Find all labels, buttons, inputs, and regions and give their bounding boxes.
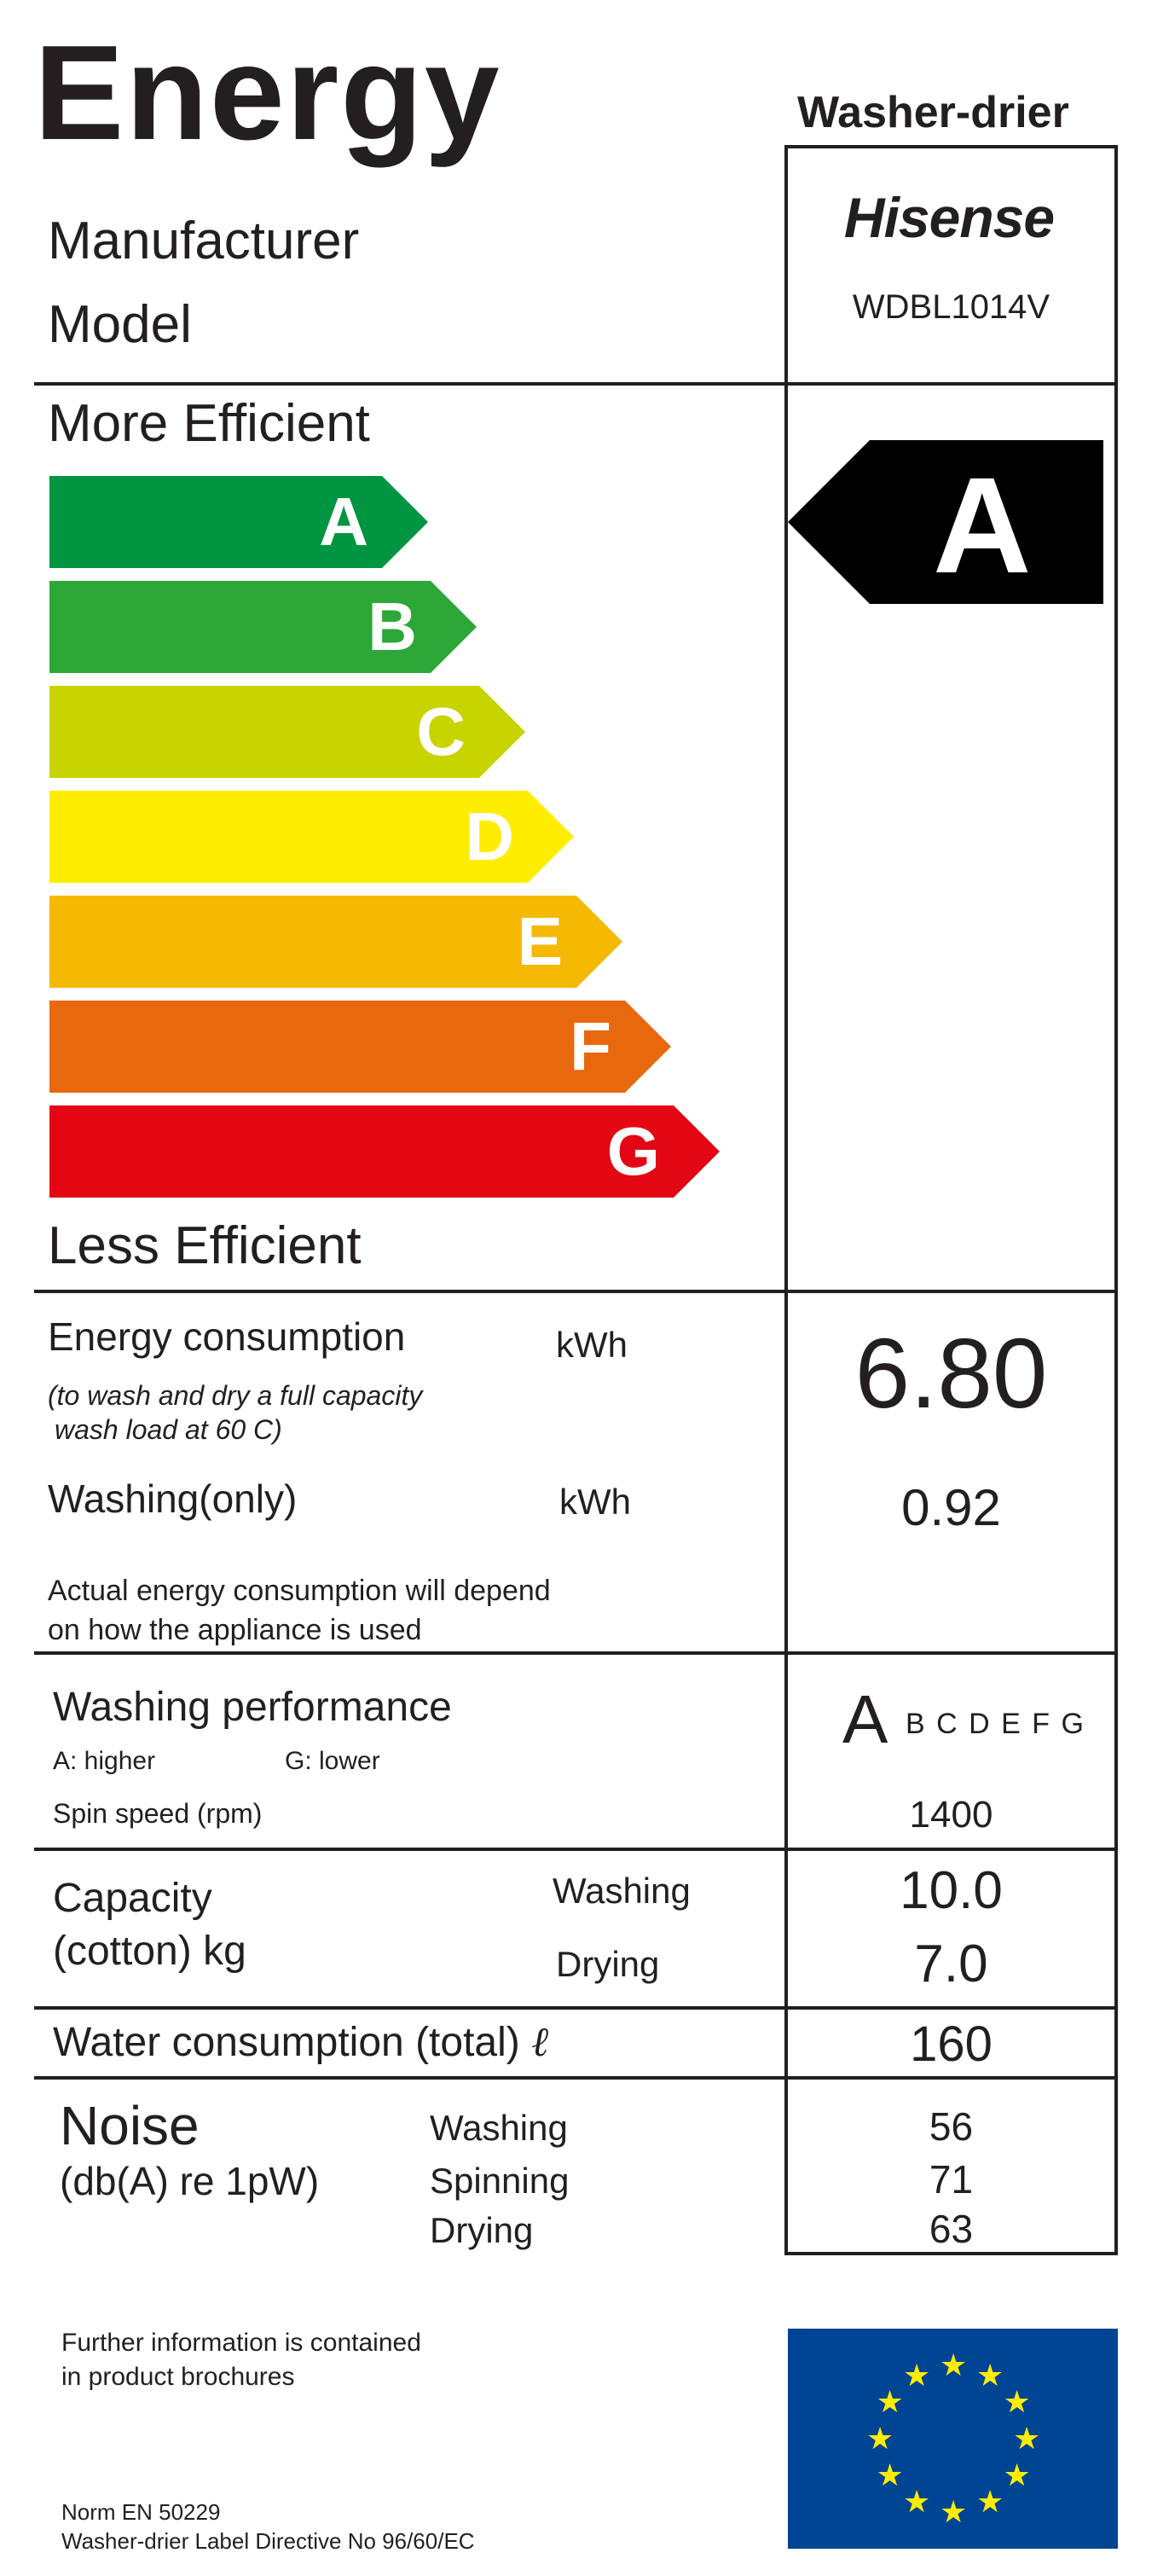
eu-star-icon: ★ <box>866 2421 894 2456</box>
divider-scale <box>34 1290 1118 1293</box>
right-column-bottom-border <box>784 2252 1118 2255</box>
eu-star-icon: ★ <box>976 2484 1004 2520</box>
capacity-label-line1: Capacity <box>53 1876 212 1921</box>
rating-arrow: A <box>788 440 1103 604</box>
noise-spinning-value: 71 <box>929 2157 974 2202</box>
efficiency-bar-e: E <box>49 896 622 988</box>
energy-note-line1: (to wash and dry a full capacity <box>48 1380 423 1411</box>
eu-star-icon: ★ <box>903 2484 931 2520</box>
capacity-washing-label: Washing <box>553 1871 691 1911</box>
appliance-type: Washer-drier <box>797 88 1069 137</box>
efficiency-bar-letter: C <box>416 693 466 769</box>
label-title: Energy <box>34 18 501 168</box>
efficiency-bar-letter: F <box>570 1008 611 1084</box>
divider-capacity <box>34 2006 1118 2010</box>
eu-star-icon: ★ <box>940 2347 968 2382</box>
eu-star-icon: ★ <box>1003 2384 1031 2419</box>
efficiency-bar-letter: G <box>606 1113 660 1189</box>
rating-letter: A <box>933 449 1032 601</box>
eu-star-icon: ★ <box>876 2384 904 2419</box>
eu-star-icon: ★ <box>976 2357 1004 2393</box>
more-efficient-label: More Efficient <box>48 394 370 453</box>
noise-spinning-label: Spinning <box>430 2161 570 2201</box>
water-value: 160 <box>910 2016 992 2072</box>
capacity-label-line2: (cotton) kg <box>53 1929 246 1974</box>
performance-higher: A: higher <box>53 1747 156 1775</box>
eu-star-icon: ★ <box>1013 2421 1041 2456</box>
right-column-right-border <box>1114 145 1118 2255</box>
efficiency-bar-letter: E <box>517 903 563 979</box>
footer-info-line1: Further information is contained <box>61 2329 421 2357</box>
manufacturer-label: Manufacturer <box>48 212 360 270</box>
efficiency-bar-letter: D <box>465 798 514 874</box>
water-label-text: Water consumption (total) <box>53 2020 520 2065</box>
efficiency-bar-letter: B <box>367 589 417 664</box>
eu-star-icon: ★ <box>876 2457 904 2492</box>
disclaimer-line2: on how the appliance is used <box>48 1614 422 1646</box>
noise-washing-value: 56 <box>929 2104 974 2149</box>
noise-drying-value: 63 <box>929 2207 974 2251</box>
spin-speed-value: 1400 <box>909 1794 993 1836</box>
efficiency-bar-c: C <box>49 686 525 778</box>
performance-label: Washing performance <box>53 1685 452 1730</box>
efficiency-bar-f: F <box>49 1001 671 1093</box>
noise-label: Noise <box>60 2095 200 2156</box>
eu-flag: ★ ★ ★ ★ ★ ★ ★ ★ ★ ★ ★ ★ <box>788 2329 1118 2549</box>
footer-directive: Washer-drier Label Directive No 96/60/EC <box>61 2528 475 2554</box>
noise-unit: (db(A) re 1pW) <box>60 2159 320 2203</box>
brand-logo: Hisense <box>843 186 1055 249</box>
energy-value: 6.80 <box>854 1318 1048 1429</box>
footer-info-line2: in product brochures <box>61 2363 295 2391</box>
washing-only-label: Washing(only) <box>48 1477 298 1521</box>
eu-star-icon: ★ <box>903 2357 931 2393</box>
eu-star-icon: ★ <box>1003 2457 1031 2492</box>
energy-unit: kWh <box>556 1325 628 1365</box>
energy-note-line2: wash load at 60 C) <box>55 1414 282 1445</box>
disclaimer-line1: Actual energy consumption will depend <box>48 1575 551 1607</box>
right-column-left-border <box>784 145 788 2255</box>
efficiency-bar-g: G <box>49 1105 720 1198</box>
divider-water <box>34 2076 1118 2080</box>
footer-norm: Norm EN 50229 <box>61 2499 221 2525</box>
capacity-drying-value: 7.0 <box>914 1935 988 1993</box>
performance-class-rest: B C D E F G <box>906 1708 1085 1740</box>
model-label: Model <box>48 295 192 354</box>
model-value: WDBL1014V <box>852 288 1050 326</box>
performance-lower: G: lower <box>285 1747 380 1775</box>
noise-drying-label: Drying <box>430 2210 534 2250</box>
efficiency-bar-b: B <box>49 581 477 673</box>
right-column-top-border <box>784 145 1118 148</box>
divider-performance <box>34 1848 1118 1851</box>
divider-header <box>34 382 1118 386</box>
less-efficient-label: Less Efficient <box>48 1216 362 1275</box>
efficiency-bar-a: A <box>49 476 428 568</box>
performance-class-selected: A <box>842 1681 888 1757</box>
efficiency-bar-letter: A <box>319 484 368 560</box>
noise-washing-label: Washing <box>430 2108 568 2148</box>
washing-only-value: 0.92 <box>901 1479 1001 1536</box>
eu-star-icon: ★ <box>940 2494 968 2529</box>
water-label: Water consumption (total) ℓ <box>53 2022 548 2063</box>
capacity-washing-value: 10.0 <box>900 1861 1003 1920</box>
washing-only-unit: kWh <box>559 1482 631 1522</box>
divider-energy <box>34 1651 1118 1655</box>
energy-consumption-label: Energy consumption <box>48 1314 406 1359</box>
water-unit: ℓ <box>531 2018 549 2066</box>
capacity-drying-label: Drying <box>556 1944 660 1984</box>
efficiency-bar-d: D <box>49 791 574 883</box>
spin-speed-label: Spin speed (rpm) <box>53 1798 263 1829</box>
